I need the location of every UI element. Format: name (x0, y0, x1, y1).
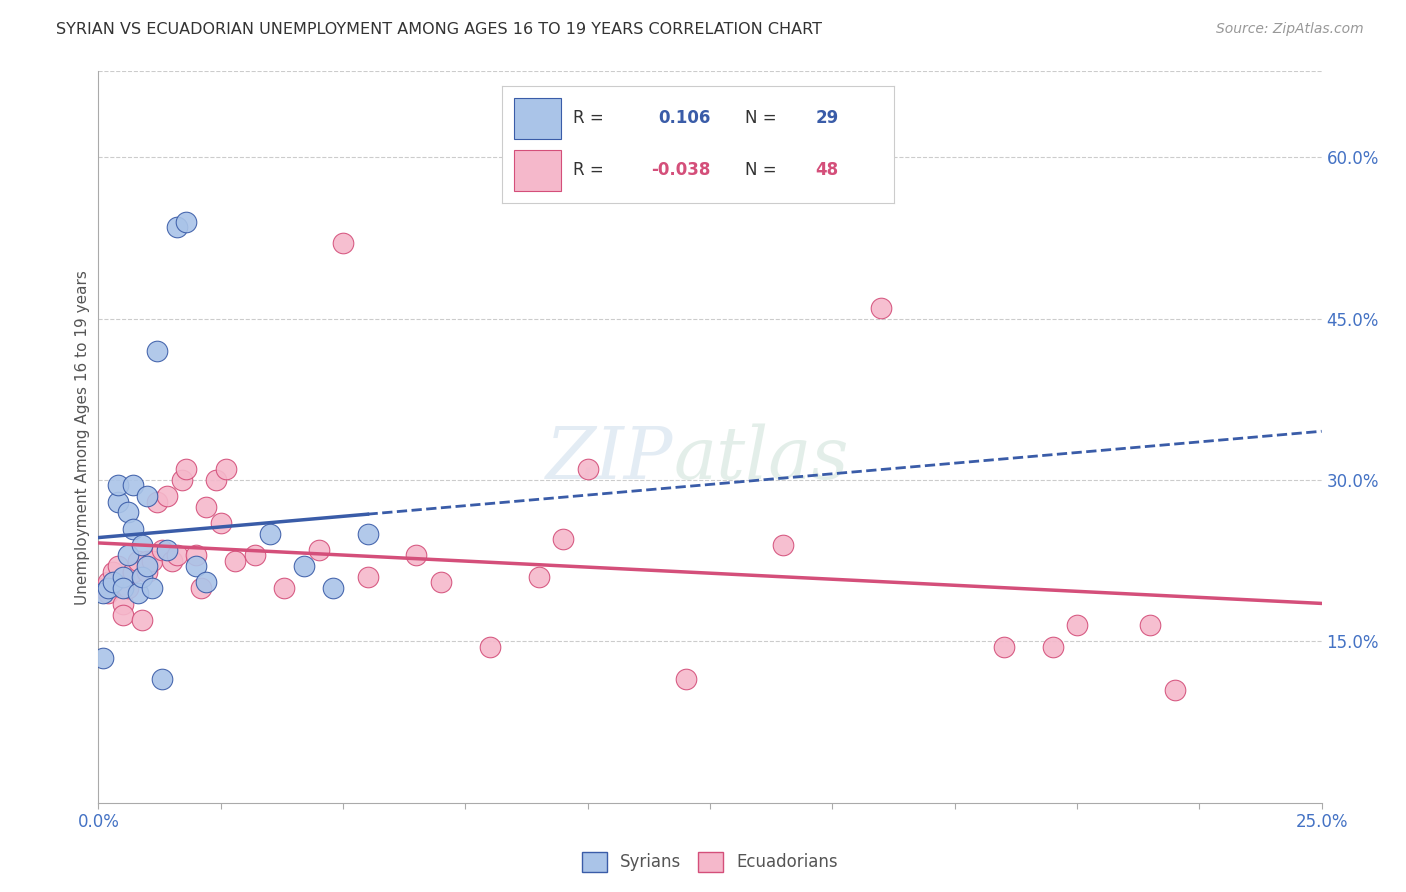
Point (186, 549, 208, 563)
Point (430, 575, 453, 590)
Point (150, 543, 173, 558)
Point (195, 575, 218, 590)
Point (176, 462, 198, 476)
Point (136, 565, 159, 579)
Point (121, 565, 143, 579)
Point (127, 554, 149, 568)
Point (190, 581, 212, 595)
Point (553, 533, 575, 547)
Point (136, 559, 159, 574)
Point (527, 570, 550, 584)
Point (243, 549, 266, 563)
Point (170, 473, 193, 487)
Point (146, 344, 169, 359)
Point (97, 575, 120, 590)
Legend: Syrians, Ecuadorians: Syrians, Ecuadorians (575, 845, 845, 879)
Point (209, 516, 232, 530)
Point (107, 559, 129, 574)
Point (1042, 640, 1064, 654)
Point (224, 554, 246, 568)
Point (117, 581, 139, 595)
Point (1066, 618, 1088, 632)
Point (332, 236, 354, 251)
Point (91, 581, 114, 595)
Point (111, 570, 134, 584)
Point (117, 549, 139, 563)
Point (111, 607, 134, 622)
Point (1139, 618, 1161, 632)
Point (156, 543, 179, 558)
Point (308, 543, 330, 558)
Point (107, 494, 129, 508)
Point (292, 559, 315, 574)
Point (166, 220, 188, 235)
Point (156, 489, 179, 503)
Point (141, 554, 163, 568)
Point (101, 565, 124, 579)
Point (356, 570, 378, 584)
Point (107, 478, 129, 492)
Point (91, 650, 114, 665)
Point (121, 521, 143, 535)
Point (121, 565, 143, 579)
Point (136, 554, 159, 568)
Point (111, 597, 134, 611)
Text: ZIP: ZIP (546, 424, 673, 494)
Point (205, 473, 228, 487)
Point (117, 505, 139, 519)
Point (97, 586, 120, 600)
Point (186, 559, 208, 574)
Point (478, 640, 501, 654)
Point (160, 554, 183, 568)
Point (131, 613, 153, 627)
Point (131, 538, 153, 552)
Point (136, 489, 159, 503)
Text: SYRIAN VS ECUADORIAN UNEMPLOYMENT AMONG AGES 16 TO 19 YEARS CORRELATION CHART: SYRIAN VS ECUADORIAN UNEMPLOYMENT AMONG … (56, 22, 823, 37)
Point (91, 586, 114, 600)
Point (131, 570, 153, 584)
Text: atlas: atlas (673, 424, 849, 494)
Point (405, 549, 427, 563)
Point (1164, 682, 1187, 697)
Point (356, 527, 378, 541)
Point (259, 527, 281, 541)
Point (166, 549, 188, 563)
Point (772, 538, 794, 552)
Point (111, 581, 134, 595)
Point (97, 581, 120, 595)
Point (150, 672, 173, 686)
Point (870, 301, 893, 315)
Y-axis label: Unemployment Among Ages 16 to 19 years: Unemployment Among Ages 16 to 19 years (75, 269, 90, 605)
Point (121, 478, 143, 492)
Point (146, 494, 169, 508)
Text: Source: ZipAtlas.com: Source: ZipAtlas.com (1216, 22, 1364, 37)
Point (141, 581, 163, 595)
Point (176, 215, 198, 229)
Point (273, 581, 295, 595)
Point (993, 640, 1015, 654)
Point (322, 581, 344, 595)
Point (576, 462, 599, 476)
Point (101, 575, 124, 590)
Point (127, 586, 149, 600)
Point (675, 672, 697, 686)
Point (195, 500, 218, 514)
Point (214, 462, 236, 476)
